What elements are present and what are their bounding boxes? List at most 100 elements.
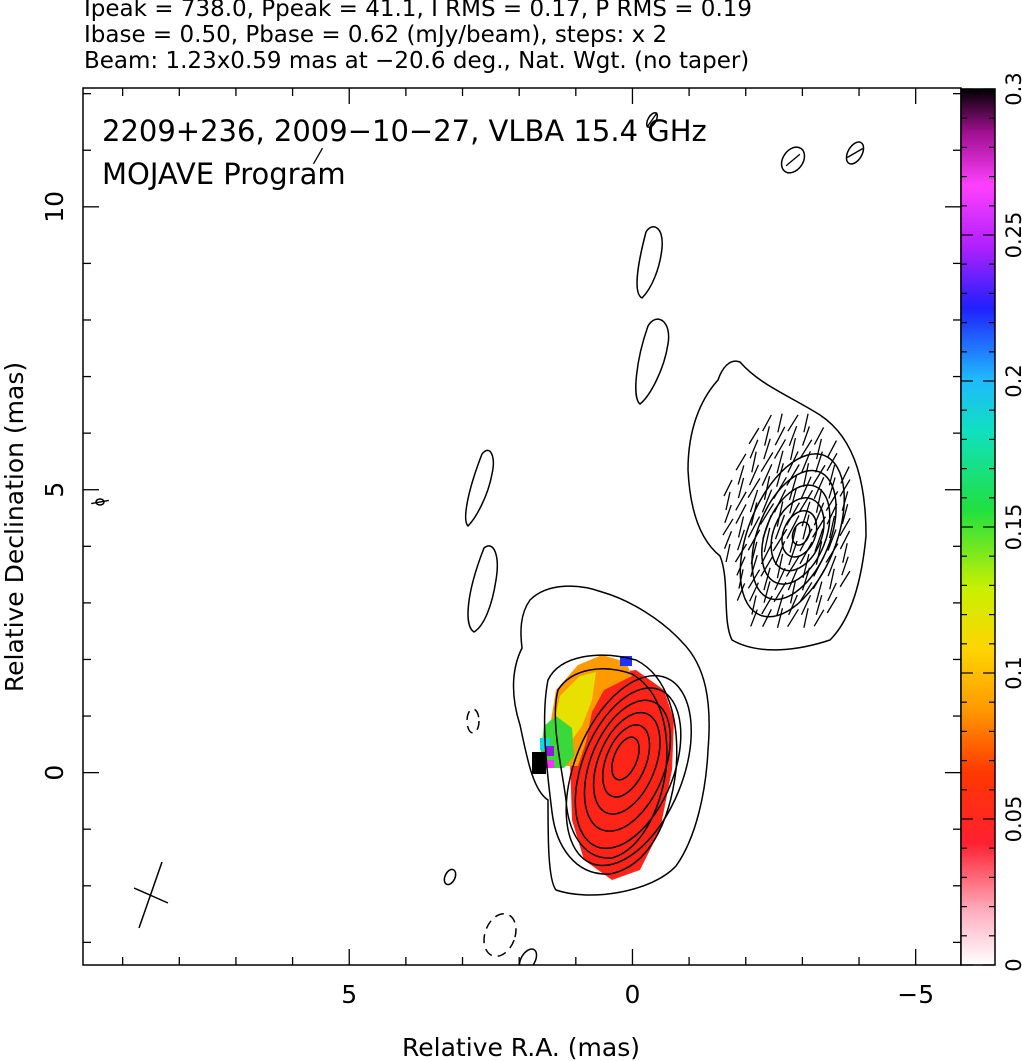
evpa-vector bbox=[748, 464, 760, 486]
core-contour-lobe-a bbox=[543, 654, 678, 875]
evpa-vector bbox=[750, 609, 758, 627]
evpa-vector bbox=[788, 540, 798, 566]
evpa-vector bbox=[735, 504, 747, 524]
header-line-base-levels: Ibase = 0.50, Pbase = 0.62 (mJy/beam), s… bbox=[84, 22, 668, 48]
evpa-vector bbox=[774, 426, 786, 446]
x-axis-label: Relative R.A. (mas) bbox=[402, 1033, 640, 1061]
evpa-vector bbox=[786, 464, 800, 486]
evpa-vector bbox=[828, 515, 836, 539]
evpa-vector bbox=[735, 491, 747, 511]
evpa-vector bbox=[737, 516, 745, 538]
evpa-vector bbox=[800, 476, 812, 500]
evpa-vector bbox=[312, 147, 324, 165]
evpa-vector bbox=[774, 567, 786, 591]
evpa-vector bbox=[800, 594, 812, 616]
evpa-vector bbox=[839, 517, 851, 537]
evpa-vector bbox=[801, 501, 811, 527]
evpa-vector bbox=[722, 518, 734, 536]
evpa-vector bbox=[829, 568, 835, 590]
core-contour bbox=[592, 711, 661, 815]
evpa-vector bbox=[734, 543, 748, 563]
jet-contour bbox=[761, 484, 831, 585]
total-intensity-contours bbox=[95, 112, 867, 965]
evpa-vector bbox=[789, 580, 797, 604]
evpa-vector bbox=[749, 439, 759, 459]
evpa-vector bbox=[748, 427, 760, 445]
evpa-vector bbox=[751, 595, 757, 615]
plot-title-line-1: 2209+236, 2009−10−27, VLBA 15.4 GHz bbox=[102, 114, 707, 148]
evpa-vector bbox=[776, 594, 784, 616]
colorbar-tick-label: 0.3 bbox=[1002, 72, 1022, 105]
x-axis: 5 0 −5 bbox=[122, 88, 934, 1009]
evpa-vector bbox=[91, 499, 109, 505]
evpa-vector bbox=[812, 464, 826, 486]
evpa-vector bbox=[803, 608, 809, 628]
evpa-vector bbox=[814, 528, 824, 552]
evpa-vector bbox=[798, 489, 814, 513]
evpa-vector bbox=[749, 489, 759, 513]
evpa-vector bbox=[750, 502, 758, 526]
evpa-vector bbox=[813, 555, 825, 577]
evpa-vector bbox=[772, 528, 788, 552]
island-contour-6 bbox=[845, 141, 865, 165]
plot-title-line-2: MOJAVE Program bbox=[102, 157, 346, 191]
evpa-vector bbox=[764, 426, 770, 446]
pol-pixel-blue bbox=[620, 656, 632, 666]
evpa-vector bbox=[723, 531, 733, 549]
evpa-vector bbox=[760, 541, 774, 565]
evpa-vector bbox=[802, 463, 810, 487]
negative-contour-1 bbox=[466, 708, 480, 734]
evpa-vector bbox=[841, 491, 849, 511]
evpa-vector bbox=[773, 476, 787, 500]
evpa-vector bbox=[751, 451, 757, 473]
evpa-vector bbox=[828, 477, 836, 499]
island-contour-9 bbox=[518, 948, 538, 965]
colorbar-ticks: 0 0.05 0.1 0.15 0.2 0.25 0.3 bbox=[961, 72, 1022, 972]
evpa-vector bbox=[813, 609, 825, 627]
x-tick-label: 5 bbox=[341, 980, 357, 1009]
evpa-vector bbox=[846, 147, 864, 159]
evpa-vector bbox=[750, 541, 758, 565]
evpa-vector bbox=[815, 541, 823, 565]
evpa-vector bbox=[759, 503, 775, 525]
evpa-vector bbox=[774, 514, 786, 540]
evpa-vector bbox=[839, 530, 851, 550]
evpa-vector bbox=[747, 477, 761, 499]
evpa-vector bbox=[785, 153, 801, 167]
negative-contour-2 bbox=[483, 912, 517, 958]
evpa-vector bbox=[786, 502, 800, 526]
evpa-vector bbox=[736, 556, 746, 576]
evpa-vector bbox=[826, 596, 838, 614]
evpa-vector bbox=[839, 570, 851, 588]
evpa-vector bbox=[826, 440, 838, 458]
evpa-vector bbox=[747, 569, 761, 589]
evpa-vector bbox=[786, 515, 800, 539]
colorbar-tick-label: 0.05 bbox=[1002, 796, 1022, 843]
evpa-vector bbox=[763, 476, 771, 500]
evpa-vector bbox=[763, 581, 771, 603]
y-tick-label: 5 bbox=[40, 482, 69, 498]
colorbar-tick-label: 0.15 bbox=[1002, 504, 1022, 551]
evpa-vector bbox=[747, 516, 761, 538]
island-contour-3 bbox=[464, 449, 494, 528]
evpa-vector bbox=[815, 595, 823, 615]
evpa-vector bbox=[725, 543, 731, 563]
evpa-vector bbox=[776, 450, 784, 474]
evpa-vector bbox=[813, 427, 825, 445]
header-line-peaks: Ipeak = 738.0, Ppeak = 41.1, I RMS = 0.1… bbox=[84, 0, 753, 22]
evpa-vector bbox=[802, 553, 810, 579]
y-axis: 0 5 10 bbox=[40, 93, 961, 944]
evpa-vector bbox=[737, 465, 745, 485]
evpa-vector bbox=[787, 414, 799, 432]
island-contour-2 bbox=[635, 318, 670, 405]
negative-contours bbox=[466, 708, 517, 958]
core-contour bbox=[602, 724, 651, 798]
pol-pixel-purple bbox=[546, 746, 554, 756]
evpa-vector bbox=[776, 553, 784, 579]
evpa-vector bbox=[812, 568, 826, 590]
evpa-vector bbox=[799, 528, 813, 552]
evpa-vector bbox=[815, 581, 823, 603]
pol-pixel-black bbox=[532, 752, 546, 774]
y-axis-label: Relative Declination (mas) bbox=[0, 362, 29, 692]
evpa-vector bbox=[763, 438, 771, 460]
